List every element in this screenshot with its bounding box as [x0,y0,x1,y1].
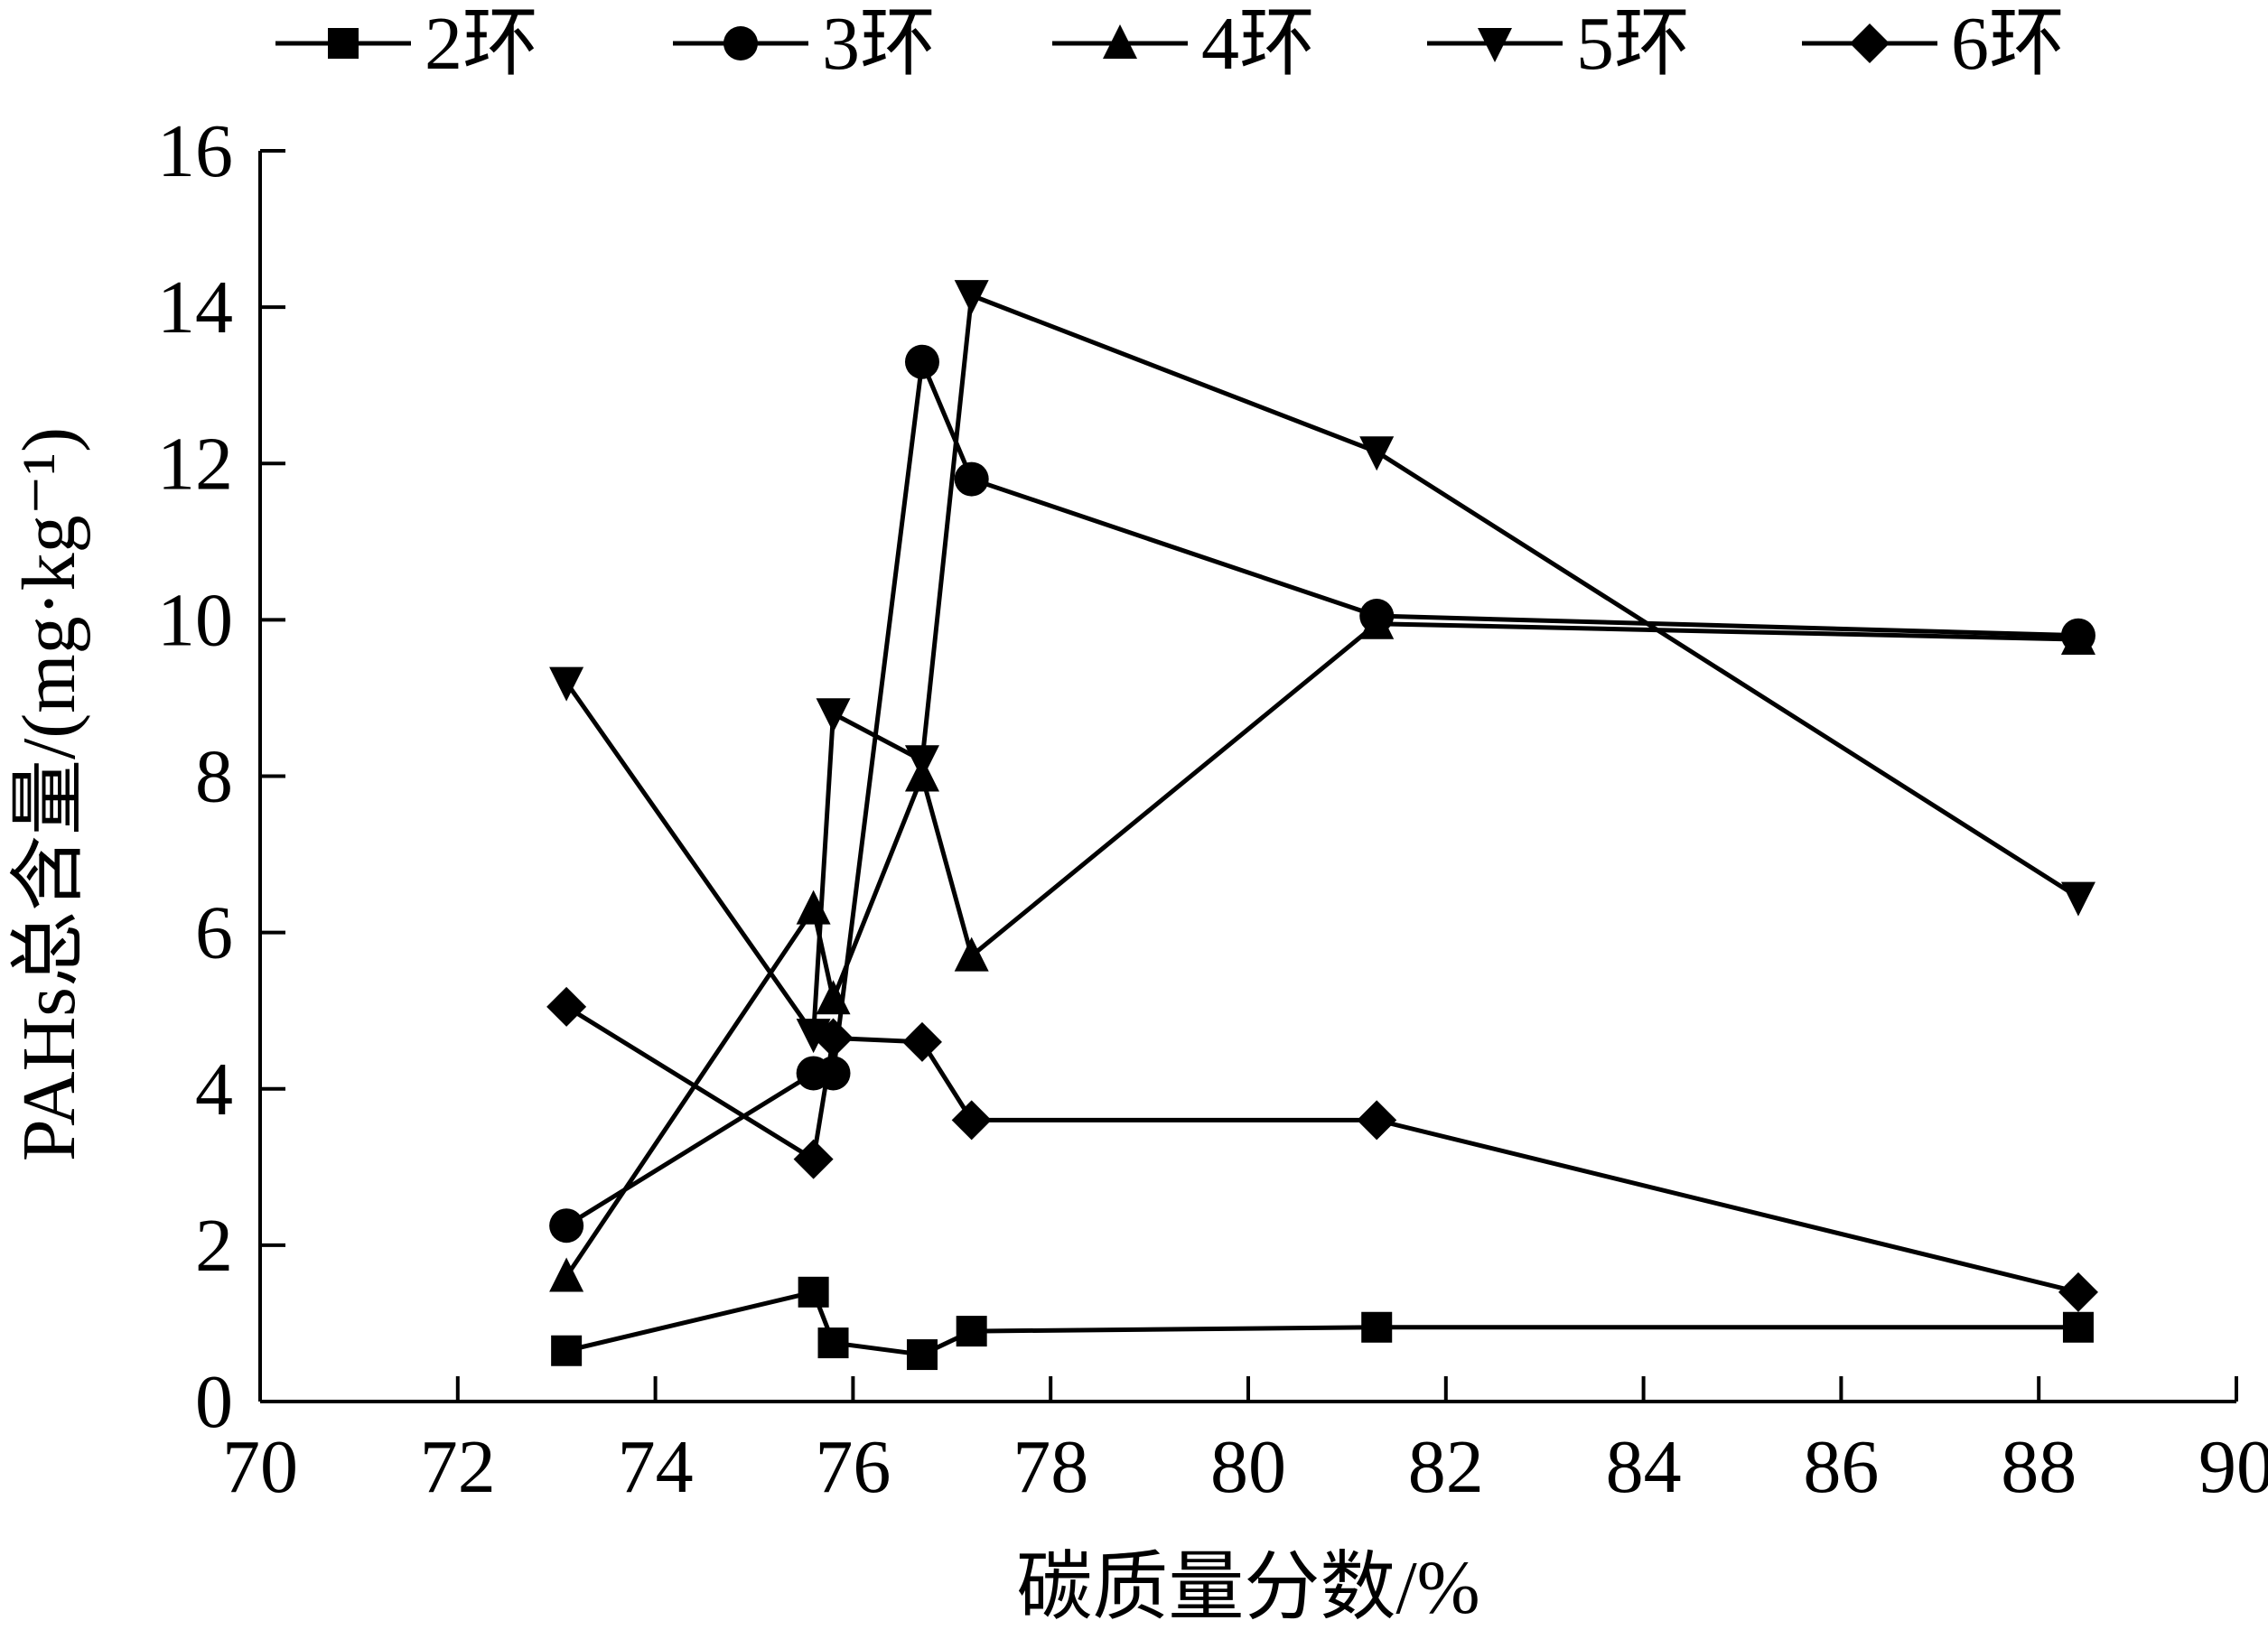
legend-label: 2环 [425,2,538,86]
x-tick-label: 80 [1210,1425,1286,1509]
legend: 2环 3环 4环 5环 6环 [275,2,2065,86]
data-point [954,461,989,497]
series-2-ring [551,1276,2094,1371]
data-point [2058,1271,2098,1312]
data-point [549,1257,584,1292]
data-point [816,698,851,733]
series-5-ring [549,280,2095,1054]
series-line [565,359,2079,1228]
series-3-ring [549,344,2095,1243]
data-point [904,745,939,780]
x-tick-label: 76 [815,1425,891,1509]
x-tick-label: 74 [618,1425,694,1509]
data-point [796,1019,831,1054]
series-6-ring [546,986,2098,1312]
x-tick-label: 70 [222,1425,298,1509]
data-point [798,1276,829,1308]
y-tick-label: 4 [195,1048,233,1132]
data-point [546,986,587,1027]
x-axis-title: 碳质量分数/% [1016,1546,1479,1630]
x-tick-label: 86 [1803,1425,1879,1509]
legend-item: 4环 [1052,2,1315,86]
data-point [956,1316,987,1347]
y-tick-label: 8 [195,735,233,819]
legend-marker [723,26,758,61]
x-tick-label: 78 [1013,1425,1088,1509]
data-point [551,1335,583,1366]
x-tick-label: 88 [2001,1425,2077,1509]
x-tick-label: 72 [420,1425,496,1509]
data-point [2060,881,2095,917]
data-point [549,1208,584,1243]
data-point [2060,620,2095,656]
data-point [954,280,989,315]
data-point [549,666,584,702]
y-tick-label: 14 [157,265,233,349]
series-line [565,1290,2078,1357]
data-point [1359,436,1395,471]
y-axis-title: PAHs总含量/(mg·kg⁻¹) [7,427,91,1161]
axes: 70 72 74 76 78 80 82 84 86 88 90 0 2 4 6 8 10 12 14 16 [157,109,2268,1509]
data-point [906,1339,938,1371]
y-tick-label: 2 [195,1204,233,1288]
data-point [817,1327,849,1359]
series-line [565,621,2079,1278]
data-point [904,344,939,379]
legend-marker [328,28,359,59]
series-line [565,293,2080,1037]
data-point [901,1021,942,1062]
legend-label: 4环 [1201,2,1315,86]
legend-item: 2环 [275,2,538,86]
legend-item: 6环 [1802,2,2065,86]
x-tick-label: 82 [1408,1425,1484,1509]
y-tick-label: 10 [157,578,233,662]
series-4-ring [549,604,2095,1292]
legend-marker [1478,28,1512,62]
data-point [1361,1311,1393,1343]
data-point [1359,604,1395,639]
data-point [793,1139,834,1179]
y-tick-label: 16 [157,109,233,193]
legend-label: 6环 [1951,2,2065,86]
data-point [951,1100,992,1141]
y-tick-label: 0 [195,1360,233,1444]
legend-label: 5环 [1576,2,1690,86]
data-point [813,1018,854,1058]
data-point [796,890,831,925]
x-tick-label: 90 [2198,1425,2268,1509]
x-tick-label: 84 [1606,1425,1682,1509]
data-point [2062,1311,2094,1343]
legend-label: 3环 [822,2,936,86]
legend-marker [1103,24,1137,59]
y-tick-label: 6 [195,891,233,975]
data-point [1357,1100,1397,1141]
legend-item: 3环 [673,2,936,86]
data-point [816,1056,851,1091]
legend-marker [1850,23,1890,63]
series-line [565,1004,2079,1295]
data-point [816,980,851,1015]
data-point [954,936,989,972]
legend-item: 5环 [1427,2,1690,86]
series-layer [546,280,2098,1371]
y-tick-label: 12 [157,422,233,506]
